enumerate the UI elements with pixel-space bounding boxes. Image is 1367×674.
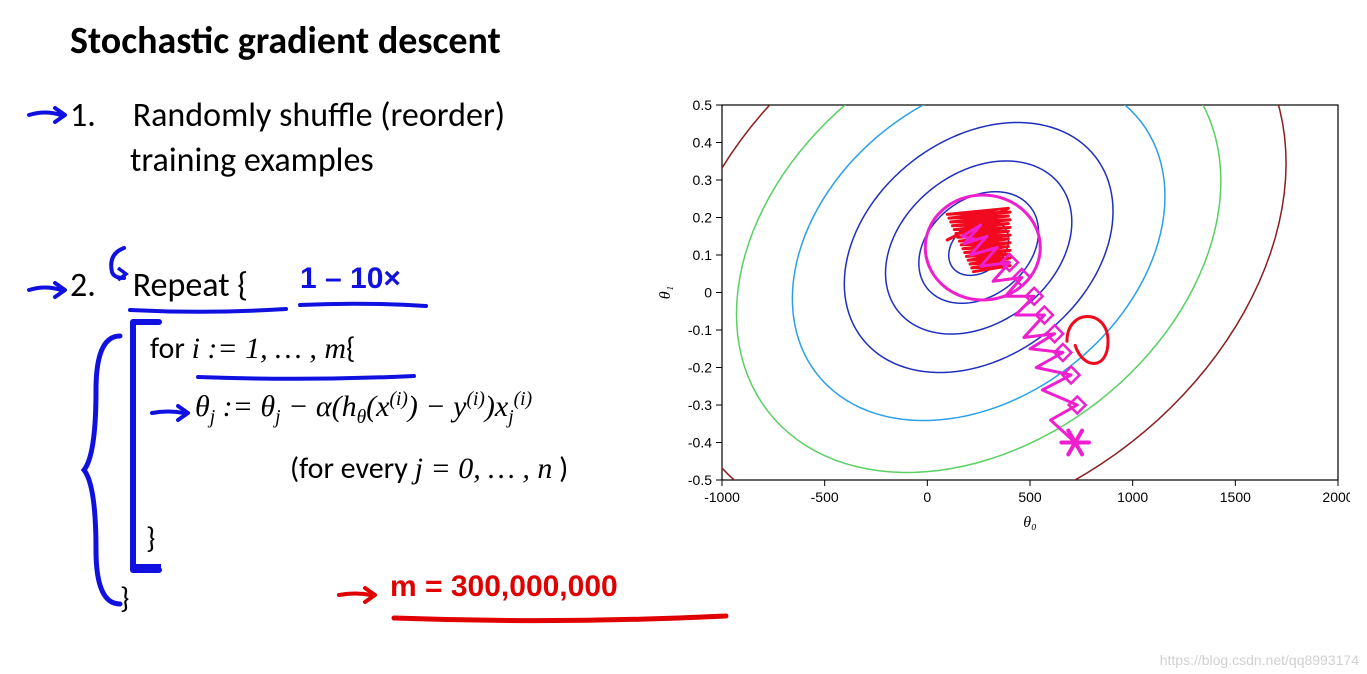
svg-text:-0.4: -0.4 (688, 435, 712, 451)
underline-repeat-count-icon (298, 300, 428, 310)
forevery-prefix: (for every (290, 450, 415, 487)
watermark: https://blog.csdn.net/qq8993174 (1160, 652, 1359, 668)
svg-text:0: 0 (704, 285, 712, 301)
svg-text:0.1: 0.1 (693, 247, 713, 263)
svg-text:-0.2: -0.2 (688, 360, 712, 376)
svg-text:1000: 1000 (1117, 489, 1148, 505)
theta-update: θj := θj − α(hθ(x(i)) − y(i))xj(i) (195, 390, 532, 424)
svg-text:0.3: 0.3 (693, 172, 713, 188)
svg-text:-0.5: -0.5 (688, 472, 712, 488)
outer-brace-icon (80, 330, 130, 610)
step2-num: 2. (70, 265, 125, 306)
svg-text:-0.1: -0.1 (688, 322, 712, 338)
m-annot-text: m = 300,000,000 (390, 570, 618, 603)
svg-text:θ₀: θ₀ (1023, 514, 1036, 531)
svg-text:-500: -500 (811, 489, 839, 505)
arrow-step2-icon (25, 275, 70, 305)
step2-repeat: Repeat { (133, 265, 248, 306)
step1-num: 1. (70, 95, 125, 136)
arrow-m-icon (335, 580, 380, 610)
arrow-step1-icon (25, 100, 70, 130)
arrow-theta-icon (148, 398, 193, 428)
for-line: for i := 1, … , m{ (150, 330, 355, 367)
close-brace-inner: } (146, 520, 155, 557)
contour-chart: -1000 -500 0 500 1000 1500 2000 -0.5 -0.4 -0.3 -0.… (650, 95, 1350, 535)
svg-text:θ₁: θ₁ (657, 286, 674, 299)
step2: 2. Repeat { (70, 265, 248, 306)
forevery-math: j = 0, … , n (415, 452, 553, 485)
underline-for-icon (196, 372, 416, 382)
svg-text:-1000: -1000 (704, 489, 740, 505)
m-annot: m = 300,000,000 (390, 570, 618, 604)
step1-text-b: training examples (130, 140, 374, 181)
step1-text-a: Randomly shuffle (reorder) (133, 95, 505, 136)
svg-text:0.5: 0.5 (693, 97, 713, 113)
svg-text:0: 0 (923, 489, 931, 505)
svg-text:0.2: 0.2 (693, 210, 713, 226)
for-math: i := 1, … , m (192, 332, 346, 365)
svg-text:0.4: 0.4 (693, 135, 713, 151)
underline-repeat-icon (128, 306, 288, 316)
svg-text:1500: 1500 (1220, 489, 1251, 505)
for-open: { (346, 330, 355, 367)
repeat-count-annot: 1 – 10× (300, 262, 401, 296)
close-brace-outer: } (120, 580, 129, 617)
svg-text:2000: 2000 (1322, 489, 1350, 505)
slide-title: Stochastic gradient descent (70, 18, 501, 64)
underline-m-icon (390, 612, 730, 626)
step1: 1. Randomly shuffle (reorder) (70, 95, 505, 136)
svg-text:-0.3: -0.3 (688, 397, 712, 413)
forevery-close: ) (552, 450, 568, 487)
svg-text:500: 500 (1018, 489, 1042, 505)
for-prefix: for (150, 330, 192, 367)
for-every: (for every j = 0, … , n ) (290, 450, 568, 487)
slide: Stochastic gradient descent 1. Randomly … (0, 0, 1367, 674)
